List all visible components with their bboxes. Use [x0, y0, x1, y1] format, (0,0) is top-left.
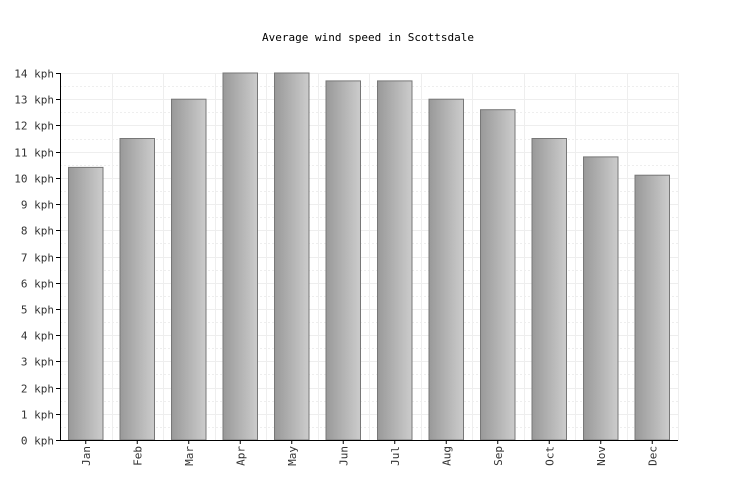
x-tick-label-mar: Mar [183, 446, 196, 466]
y-tick-label: 11 kph [14, 147, 54, 160]
bar-jan [68, 166, 104, 441]
y-tick-label: 1 kph [21, 409, 54, 422]
y-tick-label: 2 kph [21, 383, 54, 396]
x-tick-label-sep: Sep [492, 446, 505, 466]
x-tick-label-feb: Feb [131, 446, 144, 466]
bar-aug [428, 98, 464, 441]
bar-jun [325, 80, 361, 441]
y-tick-label: 5 kph [21, 304, 54, 317]
grid-layer [60, 73, 679, 440]
x-tick-label-may: May [286, 446, 299, 466]
bar-feb [119, 138, 155, 441]
bar-mar [171, 98, 207, 441]
y-tick-labels: 0 kph 1 kph 2 kph 3 kph 4 kph 5 kph 6 kph 7 kph… [14, 68, 54, 448]
y-tick-label: 13 kph [14, 94, 54, 107]
y-tick-label: 8 kph [21, 225, 54, 238]
y-tick-label: 14 kph [14, 68, 54, 81]
y-tick-label: 0 kph [21, 435, 54, 448]
bar-may [274, 72, 310, 441]
bar-jul [377, 80, 413, 441]
bar-sep [480, 109, 516, 441]
x-tick-label-nov: Nov [595, 446, 608, 466]
y-tick-label: 10 kph [14, 173, 54, 186]
y-tick-label: 6 kph [21, 278, 54, 291]
x-tick-label-jul: Jul [389, 446, 402, 466]
x-tick-label-jun: Jun [337, 446, 350, 466]
chart-title: Average wind speed in Scottsdale [262, 31, 474, 44]
y-tick-label: 12 kph [14, 120, 54, 133]
y-tick-label: 7 kph [21, 252, 54, 265]
x-tick-label-jan: Jan [80, 446, 93, 466]
y-tick-label: 3 kph [21, 356, 54, 369]
bar-oct [531, 138, 567, 441]
bars-layer [68, 72, 670, 441]
x-tick-labels: Jan Feb Mar Apr May Jun Jul Aug Sep Oct Nov Dec [80, 446, 660, 466]
bar-apr [222, 72, 258, 441]
x-tick-label-dec: Dec [646, 446, 659, 466]
axes-layer [56, 73, 678, 444]
x-tick-label-apr: Apr [234, 446, 247, 466]
y-tick-label: 9 kph [21, 199, 54, 212]
bar-nov [583, 156, 619, 441]
x-tick-label-oct: Oct [543, 446, 556, 466]
bar-dec [634, 174, 670, 441]
y-tick-label: 4 kph [21, 330, 54, 343]
x-tick-label-aug: Aug [440, 446, 453, 466]
